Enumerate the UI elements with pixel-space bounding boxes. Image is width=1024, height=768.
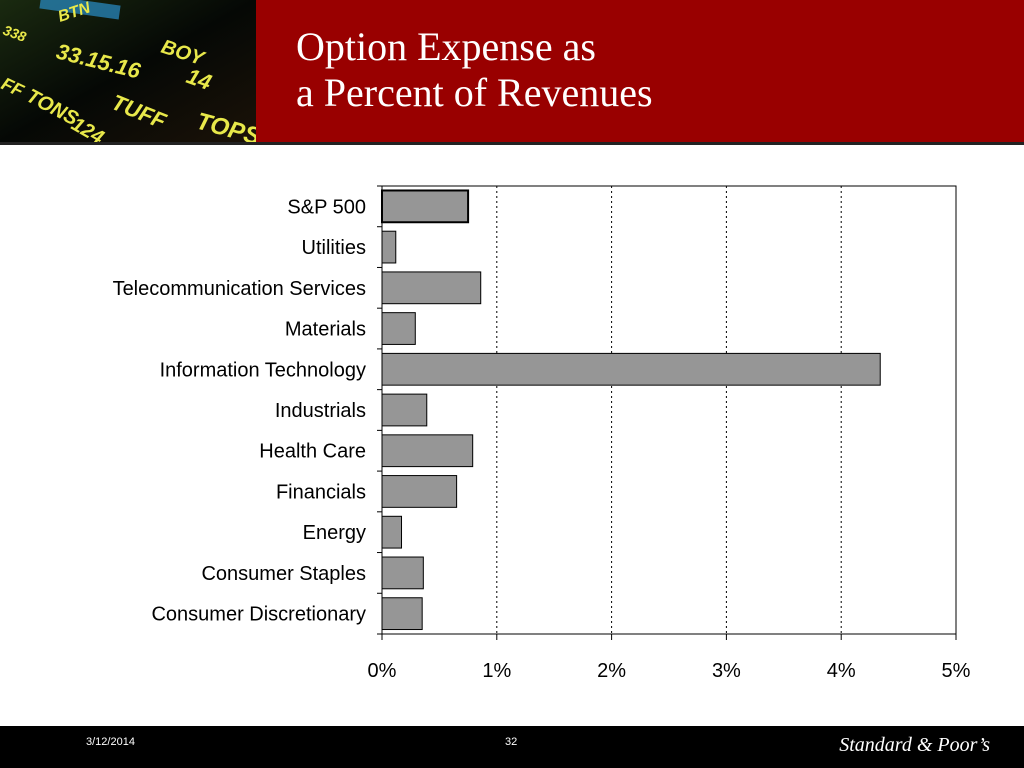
title-line-1: Option Expense as [296, 24, 596, 69]
category-label: Materials [285, 319, 366, 341]
footer-brand: Standard & Poor’s [839, 734, 990, 756]
title-line-2: a Percent of Revenues [296, 70, 653, 115]
bar [381, 597, 423, 631]
bar [381, 352, 881, 386]
x-tick-label: 0% [368, 660, 397, 682]
bar [381, 515, 403, 549]
bar [381, 271, 482, 305]
bar [381, 230, 397, 264]
category-label: Telecommunication Services [113, 278, 366, 300]
x-tick-label: 4% [827, 660, 856, 682]
bar [381, 475, 458, 508]
footer-page-number: 32 [505, 736, 518, 748]
category-label: Energy [303, 522, 366, 544]
x-tick-label: 2% [597, 660, 626, 682]
x-tick-label: 1% [482, 660, 511, 682]
category-label: Health Care [259, 441, 366, 463]
footer-date: 3/12/2014 [86, 736, 135, 748]
ticker-text: 338 [1, 22, 29, 45]
category-label: Industrials [275, 400, 366, 422]
bar [381, 312, 416, 345]
slide-footer: 3/12/2014 32 Standard & Poor’s [0, 726, 1024, 768]
category-label: S&P 500 [287, 196, 366, 218]
category-label: Financials [276, 481, 366, 503]
bar-chart: S&P 500 Utilities Telecommunication Servic… [113, 185, 971, 682]
category-label: Information Technology [160, 359, 366, 381]
bar [381, 434, 474, 468]
plot-area [381, 185, 957, 635]
category-label: Consumer Discretionary [151, 604, 366, 626]
bar [381, 189, 470, 224]
stock-ticker-image: BTN 338 33.15.16 BOY 14 FF TONS TUFF 124 TOPS [0, 0, 256, 142]
bar [381, 393, 428, 427]
category-label: Consumer Staples [201, 563, 366, 585]
x-tick-label: 5% [942, 660, 971, 682]
category-label: Utilities [302, 237, 366, 259]
header-divider [0, 142, 1024, 145]
page-title: Option Expense as a Percent of Revenues [296, 24, 653, 116]
bar [381, 556, 424, 590]
x-tick-label: 3% [712, 660, 741, 682]
